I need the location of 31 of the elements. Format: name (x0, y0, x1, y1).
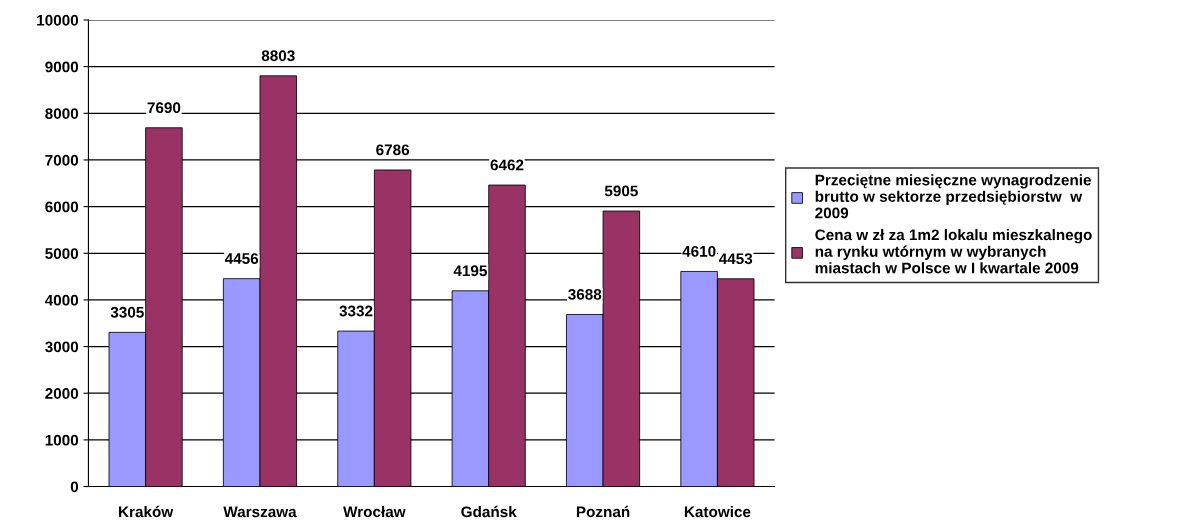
y-tick-label: 4000 (44, 294, 79, 306)
y-tick-label: 7000 (45, 154, 79, 166)
data-label: 8803 (261, 50, 295, 62)
y-tick-label: 1000 (45, 434, 79, 446)
y-tick-label: 8000 (45, 108, 79, 119)
x-tick-label: Wrocław (343, 505, 406, 518)
legend-label: Cena w zł za 1m2 lokalu mieszkalnego na rynku wtórnym w wybranych miastach w Polsce w I kwartale 2009 (815, 229, 1092, 274)
y-tick-label: 2000 (45, 388, 79, 399)
data-label: 3305 (110, 306, 144, 318)
data-label: 4453 (718, 253, 753, 265)
y-tick-label: 6000 (45, 201, 79, 213)
y-tick-label: 3000 (45, 341, 79, 353)
x-tick-label: Katowice (684, 505, 751, 518)
data-label: 5905 (604, 185, 638, 197)
data-label: 4195 (453, 265, 487, 277)
y-tick-label: 9000 (45, 61, 79, 73)
data-label: 3332 (339, 305, 373, 317)
x-tick-label: Gdańsk (461, 505, 517, 518)
y-tick-label: 0 (70, 481, 79, 493)
y-tick-label: 10000 (37, 14, 79, 26)
x-tick-label: Kraków (119, 505, 174, 518)
x-tick-label: Poznań (576, 505, 630, 518)
data-label: 4610 (682, 245, 716, 257)
data-label: 3688 (568, 288, 602, 300)
data-label: 7690 (147, 102, 181, 114)
x-tick-label: Warszawa (223, 506, 297, 518)
data-label: 6786 (376, 144, 410, 156)
data-label: 6462 (490, 159, 524, 171)
data-label: 4456 (224, 253, 259, 264)
legend-label: Przeciętne miesięczne wynagrodzenie brutto w sektorze przedsiębiorstw w 2009 (815, 174, 1091, 219)
y-tick-label: 5000 (45, 248, 79, 259)
